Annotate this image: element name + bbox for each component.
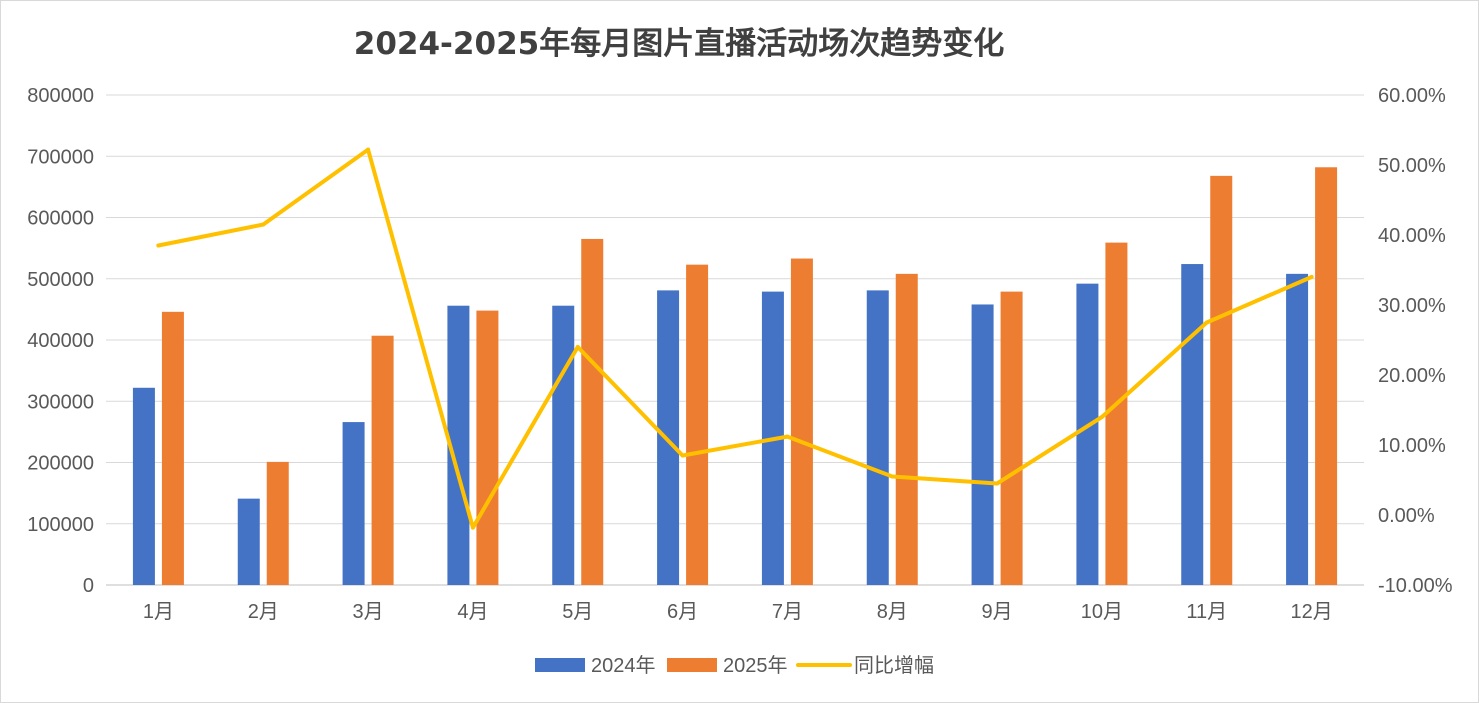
bar-2025: [476, 310, 499, 585]
y-right-tick-label: 40.00%: [1378, 225, 1446, 247]
bar-2025: [581, 238, 604, 585]
bar-2025: [371, 335, 394, 585]
bar-2025: [1315, 167, 1338, 585]
y-left-tick-label: 200000: [27, 453, 94, 475]
bar-2025: [266, 461, 289, 585]
bar-2024: [237, 498, 260, 585]
bar-2024: [1181, 264, 1204, 585]
x-tick-label: 11月: [1186, 601, 1227, 623]
bar-2025: [1210, 175, 1233, 585]
y-left-tick-label: 600000: [27, 208, 94, 230]
bar-2024: [552, 305, 575, 585]
y-right-tick-label: 0.00%: [1378, 505, 1435, 527]
x-tick-label: 4月: [457, 601, 488, 623]
y-left-tick-label: 400000: [27, 330, 94, 352]
x-tick-label: 3月: [353, 601, 384, 623]
bar-2025: [1000, 291, 1023, 585]
bar-2024: [1076, 283, 1099, 585]
x-tick-label: 12月: [1290, 601, 1332, 623]
bar-2024: [342, 422, 365, 585]
bar-2024: [1286, 273, 1309, 585]
y-right-tick-label: 50.00%: [1378, 155, 1446, 177]
x-tick-label: 5月: [562, 601, 593, 623]
line-point: [575, 345, 580, 349]
y-left-tick-label: 300000: [27, 391, 94, 413]
line-point: [680, 453, 685, 458]
y-left-tick-label: 800000: [27, 85, 94, 107]
y-right-tick-label: 30.00%: [1378, 295, 1446, 317]
y-right-tick-label: 60.00%: [1378, 85, 1446, 107]
y-left-tick-label: 0: [83, 575, 94, 597]
line-point: [156, 243, 161, 248]
x-tick-label: 6月: [667, 601, 698, 623]
line-point: [995, 481, 1000, 486]
bar-2025: [895, 273, 918, 585]
bar-2024: [132, 387, 155, 585]
chart-title: 2024-2025年每月图片直播活动场次趋势变化: [353, 26, 1005, 62]
legend-swatch: [535, 658, 585, 672]
bar-2024: [971, 304, 994, 585]
x-tick-label: 2月: [248, 601, 279, 623]
bar-2025: [161, 311, 184, 585]
y-right-tick-label: 10.00%: [1378, 435, 1446, 457]
line-point: [890, 474, 895, 479]
y-right-tick-label: -10.00%: [1378, 575, 1453, 597]
x-tick-label: 1月: [143, 601, 174, 623]
legend-label: 2024年: [591, 654, 656, 677]
line-point: [261, 222, 266, 227]
legend-label: 2025年: [723, 654, 788, 677]
line-yoy-growth: [156, 147, 1314, 530]
y-left-tick-label: 700000: [27, 146, 94, 168]
bar-2024: [447, 305, 470, 585]
line-point: [470, 525, 475, 530]
bar-2025: [1105, 242, 1128, 586]
y-right-tick-label: 20.00%: [1378, 365, 1446, 387]
y-left-tick-label: 100000: [27, 514, 94, 536]
bar-2025: [686, 264, 709, 585]
line-point: [1309, 275, 1314, 279]
legend-swatch: [667, 658, 717, 672]
bar-2025: [790, 258, 813, 585]
line-point: [1204, 320, 1209, 325]
x-tick-label: 7月: [772, 601, 803, 623]
x-tick-label: 9月: [982, 601, 1013, 623]
y-left-tick-label: 500000: [27, 269, 94, 291]
x-tick-label: 8月: [877, 601, 908, 623]
line-point: [785, 434, 790, 439]
bar-2024: [866, 290, 889, 585]
legend-label: 同比增幅: [854, 654, 934, 677]
line-point: [1099, 415, 1104, 419]
line-point: [366, 147, 371, 152]
x-tick-label: 10月: [1081, 601, 1123, 623]
